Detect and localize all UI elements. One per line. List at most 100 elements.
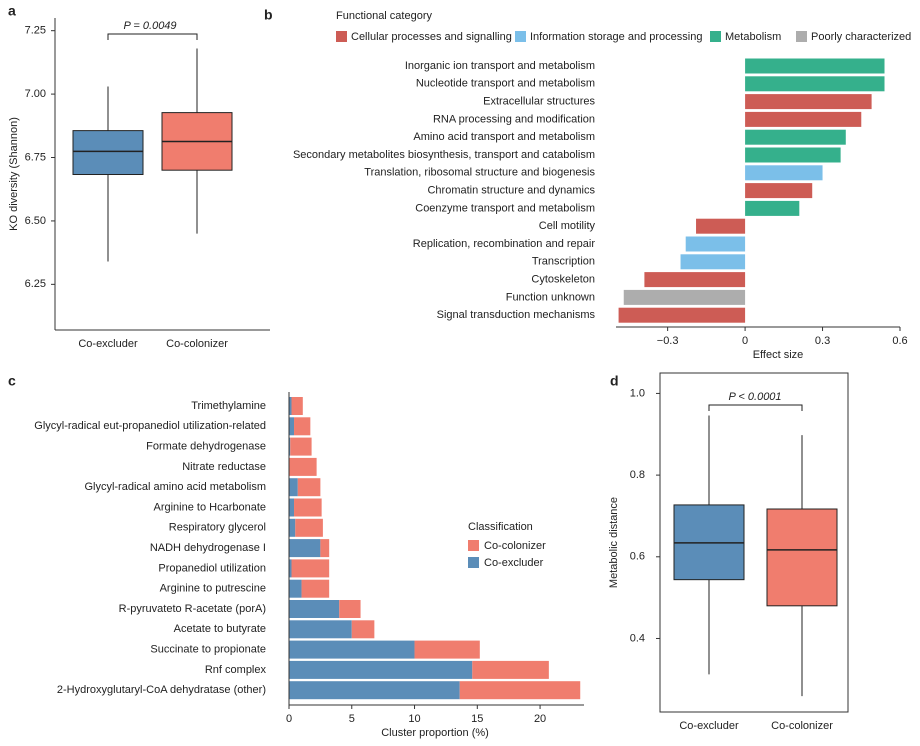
- legend-label: Information storage and processing: [530, 31, 702, 43]
- category-label: Formate dehydrogenase: [146, 441, 266, 453]
- category-label: Succinate to propionate: [150, 644, 266, 656]
- category-label: Amino acid transport and metabolism: [413, 131, 595, 143]
- bar: [696, 218, 746, 234]
- x-tick-label: Co-colonizer: [166, 338, 228, 350]
- bar-segment: [289, 498, 295, 517]
- legend-title: Classification: [468, 521, 533, 533]
- bar: [623, 289, 746, 305]
- bar: [644, 272, 746, 288]
- category-label: Extracellular structures: [483, 96, 595, 108]
- bar-segment: [289, 457, 317, 476]
- x-tick-label: 5: [349, 713, 355, 725]
- bar-segment: [289, 620, 352, 639]
- category-label: RNA processing and modification: [433, 113, 595, 125]
- legend-swatch: [515, 31, 526, 42]
- bar-segment: [339, 600, 361, 618]
- bar-segment: [289, 600, 340, 618]
- bar: [745, 129, 846, 145]
- category-label: NADH dehydrogenase I: [150, 542, 266, 554]
- category-label: Respiratory glycerol: [169, 522, 266, 534]
- legend-swatch: [796, 31, 807, 42]
- legend-swatch: [468, 557, 479, 568]
- y-tick-label: 0.6: [630, 551, 645, 563]
- y-tick-label: 0.4: [630, 632, 645, 644]
- panel-label: c: [8, 373, 16, 389]
- bar: [745, 165, 823, 181]
- legend-swatch: [468, 540, 479, 551]
- bar-segment: [294, 417, 311, 436]
- category-label: Inorganic ion transport and metabolism: [405, 60, 595, 72]
- y-axis-label: Metabolic distance: [608, 497, 620, 588]
- legend-title: Functional category: [336, 10, 432, 22]
- x-tick-label: Co-colonizer: [771, 720, 833, 732]
- x-tick-label: 10: [408, 713, 420, 725]
- category-label: Nitrate reductase: [182, 461, 266, 473]
- bar-segment: [289, 397, 292, 415]
- category-label: 2-Hydroxyglutaryl-CoA dehydratase (other…: [57, 684, 266, 696]
- bar-segment: [289, 579, 302, 598]
- x-tick-label: 0.6: [892, 335, 907, 347]
- bar-segment: [295, 518, 323, 537]
- x-tick-label: 0: [286, 713, 292, 725]
- y-tick-label: 1.0: [630, 387, 645, 399]
- annotation: P = 0.0049: [123, 20, 176, 32]
- category-label: R-pyruvateto R-acetate (porA): [119, 603, 266, 615]
- box: [766, 508, 838, 607]
- x-axis-label: Cluster proportion (%): [381, 727, 489, 739]
- plot-frame: [659, 372, 849, 713]
- category-label: Secondary metabolites biosynthesis, tran…: [293, 149, 595, 161]
- bar-segment: [297, 478, 321, 497]
- y-tick-label: 7.25: [25, 25, 46, 37]
- bracket: [708, 404, 803, 411]
- bar-segment: [289, 417, 295, 436]
- category-label: Rnf complex: [205, 664, 267, 676]
- panel-label: a: [8, 3, 16, 19]
- bar-segment: [294, 498, 322, 517]
- bar-segment: [414, 640, 480, 659]
- category-label: Transcription: [532, 256, 595, 268]
- panel-label: d: [610, 373, 619, 389]
- bar: [745, 58, 885, 74]
- legend-swatch: [710, 31, 721, 42]
- bar-segment: [289, 478, 298, 497]
- bar: [745, 183, 813, 199]
- bar: [618, 307, 746, 323]
- bar: [680, 254, 746, 270]
- category-label: Arginine to Hcarbonate: [153, 501, 266, 513]
- category-label: Translation, ribosomal structure and bio…: [364, 167, 595, 179]
- box: [72, 130, 144, 176]
- annotation: P < 0.0001: [728, 391, 781, 403]
- category-label: Glycyl-radical eut-propanediol utilizati…: [34, 420, 266, 432]
- bar-segment: [291, 397, 303, 415]
- bar-segment: [291, 559, 330, 578]
- bar-segment: [320, 539, 330, 558]
- bar-segment: [459, 681, 581, 700]
- bar-segment: [289, 437, 291, 456]
- legend-label: Cellular processes and signalling: [351, 31, 512, 43]
- bar-segment: [289, 518, 296, 537]
- bar: [685, 236, 746, 252]
- x-tick-label: Co-excluder: [679, 720, 739, 732]
- bar-segment: [289, 539, 321, 558]
- category-label: Signal transduction mechanisms: [437, 309, 596, 321]
- x-tick-label: 20: [534, 713, 546, 725]
- bar: [745, 94, 872, 110]
- legend-label: Co-colonizer: [484, 540, 546, 552]
- category-label: Nucleotide transport and metabolism: [416, 78, 595, 90]
- y-tick-label: 7.00: [25, 88, 46, 100]
- category-label: Cytoskeleton: [531, 274, 595, 286]
- x-tick-label: 0: [742, 335, 748, 347]
- category-label: Chromatin structure and dynamics: [427, 185, 595, 197]
- x-tick-label: −0.3: [657, 335, 679, 347]
- bar-segment: [289, 640, 415, 659]
- bar-segment: [472, 660, 549, 679]
- legend-label: Poorly characterized: [811, 31, 911, 43]
- legend-label: Co-excluder: [484, 557, 544, 569]
- legend-label: Metabolism: [725, 31, 781, 43]
- bar: [745, 147, 841, 163]
- bar: [745, 76, 885, 92]
- category-label: Glycyl-radical amino acid metabolism: [84, 481, 266, 493]
- category-label: Replication, recombination and repair: [413, 238, 596, 250]
- y-tick-label: 6.25: [25, 278, 46, 290]
- category-label: Function unknown: [506, 291, 595, 303]
